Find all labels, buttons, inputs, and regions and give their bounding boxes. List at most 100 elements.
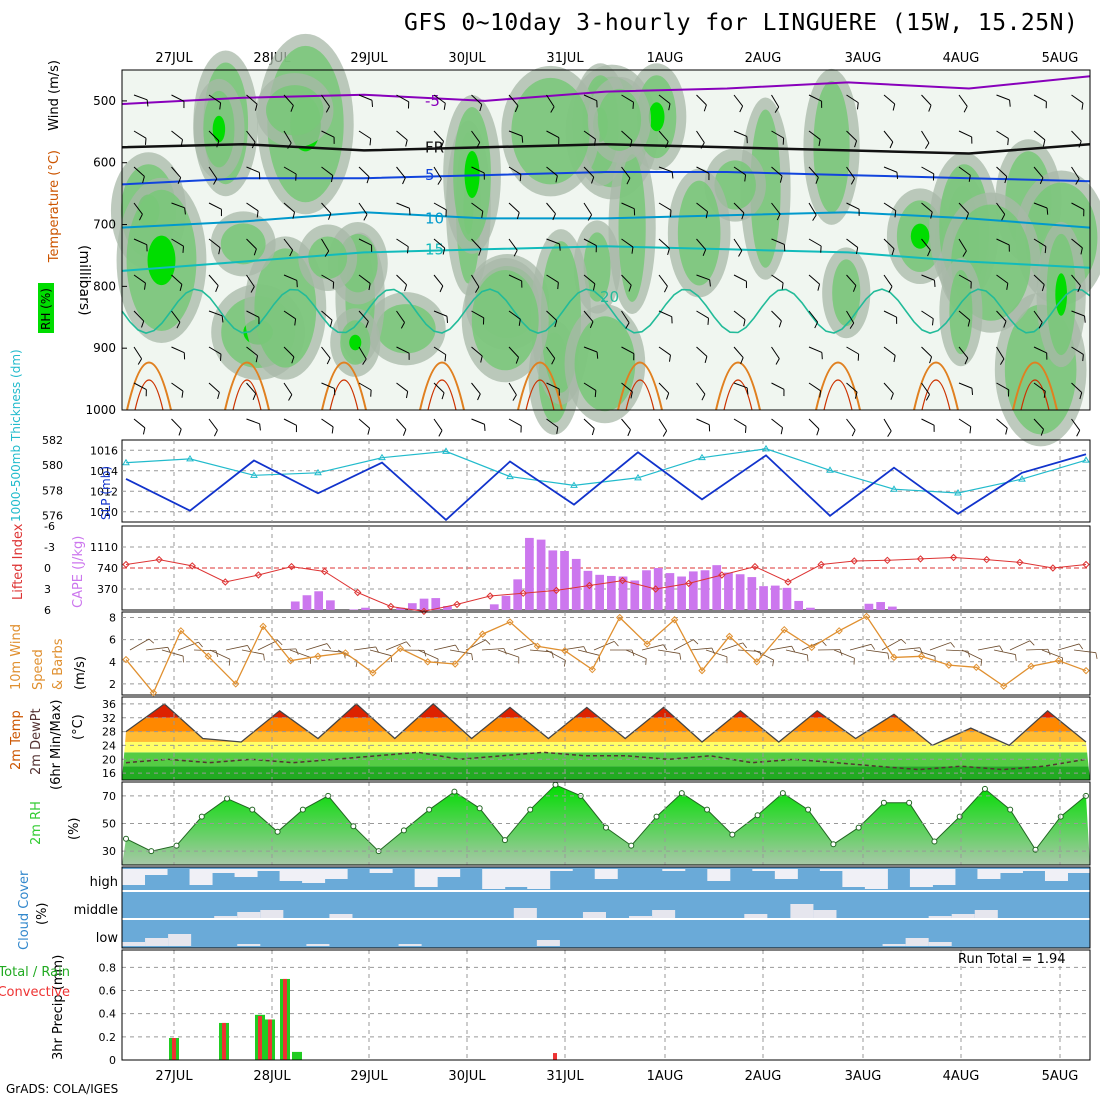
wind-barb-shaft bbox=[771, 346, 780, 359]
precip-conv-label: Convective bbox=[0, 985, 70, 1000]
wind-barb-flag bbox=[513, 250, 518, 257]
wind-barb-flag bbox=[858, 209, 860, 216]
cloud-low-gap bbox=[398, 944, 422, 946]
wind-barb-shaft bbox=[246, 310, 260, 318]
wind-barb-flag bbox=[295, 425, 297, 433]
thickness-point bbox=[122, 458, 130, 466]
wind-barb-flag bbox=[962, 250, 967, 257]
wind-barb-flag bbox=[138, 213, 143, 221]
wind10m-barb-shaft bbox=[497, 649, 519, 658]
wind-barb-shaft bbox=[771, 202, 781, 215]
wind-barb-shaft bbox=[508, 238, 518, 251]
thickness-tick-label: 578 bbox=[42, 484, 63, 497]
wind-barb bbox=[208, 130, 220, 148]
wind-barb bbox=[958, 346, 969, 365]
wind-barb-shaft bbox=[621, 238, 634, 248]
cloud-high-gap bbox=[527, 869, 551, 889]
wind-barb bbox=[733, 202, 745, 220]
wind-barb bbox=[1071, 382, 1083, 400]
wind-barb-shaft bbox=[321, 238, 330, 252]
wind-barb-flag bbox=[550, 106, 555, 113]
wind-barb-shaft bbox=[771, 94, 780, 108]
wind-barb-flag bbox=[896, 172, 899, 179]
lifted-point bbox=[1049, 564, 1057, 572]
wind-barb-flag bbox=[818, 139, 821, 147]
wind-barb-shaft bbox=[658, 310, 672, 318]
wind-barb-flag bbox=[407, 101, 410, 109]
wind-barb-flag bbox=[779, 176, 783, 183]
wind-barb bbox=[546, 382, 560, 396]
wind-barb-shaft bbox=[996, 382, 1009, 391]
wind-barb bbox=[133, 166, 145, 183]
wind10m-barb-shaft bbox=[417, 649, 439, 660]
wind-barb bbox=[508, 310, 521, 326]
wind-tick-label: 6 bbox=[109, 634, 116, 647]
wind10m-barb-shaft bbox=[481, 648, 504, 651]
wind-barb-flag bbox=[295, 173, 297, 181]
rh-legend-swatch bbox=[38, 283, 54, 333]
wind-barb-flag bbox=[330, 175, 334, 183]
wind-speed-point bbox=[369, 669, 377, 677]
wind-barb-flag bbox=[437, 178, 442, 185]
wind-barb-flag bbox=[743, 319, 746, 327]
wind-barb-flag bbox=[368, 283, 371, 291]
wind-barb bbox=[808, 238, 822, 253]
wind-barb bbox=[1033, 274, 1045, 292]
wind-barb-flag bbox=[929, 356, 933, 364]
wind-barb-shaft bbox=[846, 130, 857, 142]
lifted-point bbox=[552, 586, 561, 595]
cloud-high-gap bbox=[212, 869, 236, 873]
wind-barb-flag bbox=[290, 105, 294, 112]
wind-barb bbox=[546, 346, 556, 365]
wind-barb-flag bbox=[780, 427, 784, 435]
wind-barb-flag bbox=[851, 429, 856, 437]
wind10m-barb bbox=[929, 642, 955, 651]
wind-barb bbox=[546, 274, 559, 290]
cloud-middle-gap bbox=[813, 910, 837, 918]
wind-barb-flag bbox=[558, 137, 560, 145]
wind10m-barb bbox=[641, 644, 668, 651]
wind-barb-shaft bbox=[921, 166, 934, 175]
wind10m-barb bbox=[273, 648, 299, 655]
wind10m-barb-flag bbox=[853, 658, 855, 665]
wind-barb-shaft bbox=[583, 166, 595, 178]
wind-barb-shaft bbox=[883, 346, 896, 356]
wind-barb-shaft bbox=[1033, 310, 1043, 323]
rh2m-point bbox=[299, 806, 306, 813]
precip-conv-bar bbox=[172, 1038, 176, 1060]
wind10m-barb bbox=[465, 639, 491, 651]
wind-barb bbox=[658, 310, 673, 324]
wind10m-barb-shaft bbox=[257, 639, 278, 651]
wind10m-barb-shaft bbox=[993, 649, 1016, 655]
wind-barb bbox=[396, 274, 408, 292]
cloud-high-gap bbox=[842, 869, 866, 887]
wind-barb-shaft bbox=[283, 382, 293, 395]
wind-barb-shaft bbox=[321, 346, 331, 359]
wind-barb bbox=[1033, 418, 1045, 436]
precip-conv-bar bbox=[258, 1016, 262, 1060]
lifted-point bbox=[585, 581, 594, 590]
wind-barb bbox=[396, 382, 409, 399]
wind-barb bbox=[846, 346, 860, 361]
cape-bar bbox=[665, 573, 675, 610]
wind-barb bbox=[433, 166, 442, 185]
wind-speed-point bbox=[177, 627, 185, 635]
wind-barb-shaft bbox=[283, 346, 295, 358]
wind-barb-flag bbox=[1038, 322, 1043, 329]
wind-barb-flag bbox=[1043, 391, 1046, 398]
wind-barb-shaft bbox=[208, 382, 220, 393]
cloud-low-gap bbox=[928, 942, 952, 946]
wind-barb-shaft bbox=[171, 130, 183, 141]
wind-barb-shaft bbox=[358, 130, 372, 140]
thickness-point bbox=[762, 444, 770, 452]
wind-tick-label: 2 bbox=[109, 678, 116, 691]
wind10m-barb bbox=[497, 649, 520, 664]
wind-barb-flag bbox=[701, 393, 706, 401]
bottom-date-label: 28JUL bbox=[253, 1069, 291, 1084]
wind-barb bbox=[1033, 166, 1044, 185]
cloud-low-gap bbox=[536, 940, 560, 946]
wind-speed-point bbox=[753, 658, 761, 666]
temp-contour-25 bbox=[419, 361, 465, 411]
bottom-date-label: 31JUL bbox=[546, 1069, 584, 1084]
wind-barb bbox=[958, 166, 971, 182]
